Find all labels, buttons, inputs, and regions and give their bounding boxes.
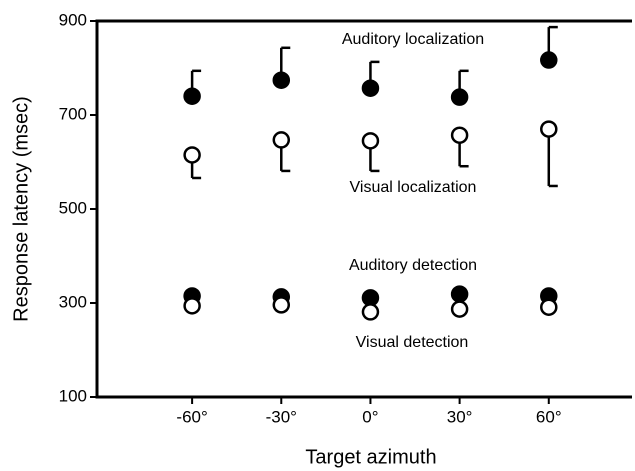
x-axis-title: Target azimuth [305, 446, 436, 468]
marker [540, 298, 558, 316]
marker [183, 297, 201, 315]
x-tick-label: -30° [266, 407, 297, 426]
y-axis-title: Response latency (msec) [10, 96, 32, 322]
y-tick-label: 900 [59, 10, 87, 29]
y-tick-label: 700 [59, 104, 87, 123]
marker [450, 88, 469, 106]
series-label: Auditory detection [349, 257, 477, 274]
marker [361, 132, 380, 150]
y-tick-label: 300 [59, 292, 87, 311]
x-tick-label: 0° [362, 407, 378, 426]
x-tick-label: 60° [536, 407, 562, 426]
y-tick-label: 500 [59, 198, 87, 217]
marker [450, 300, 469, 318]
marker [540, 51, 558, 69]
x-tick-label: -60° [176, 407, 207, 426]
marker [450, 285, 469, 303]
series-label: Visual localization [350, 179, 477, 196]
y-tick-label: 100 [59, 386, 87, 405]
marker [272, 296, 291, 314]
series-label: Visual detection [356, 334, 469, 351]
marker [361, 79, 380, 97]
marker [361, 303, 380, 321]
marker [272, 71, 291, 89]
x-tick-label: 30° [447, 407, 473, 426]
marker [272, 131, 291, 149]
series-label: Auditory localization [342, 31, 484, 48]
marker [540, 120, 558, 138]
marker [183, 146, 201, 164]
marker [361, 289, 380, 307]
marker [183, 87, 201, 105]
marker [450, 126, 469, 144]
